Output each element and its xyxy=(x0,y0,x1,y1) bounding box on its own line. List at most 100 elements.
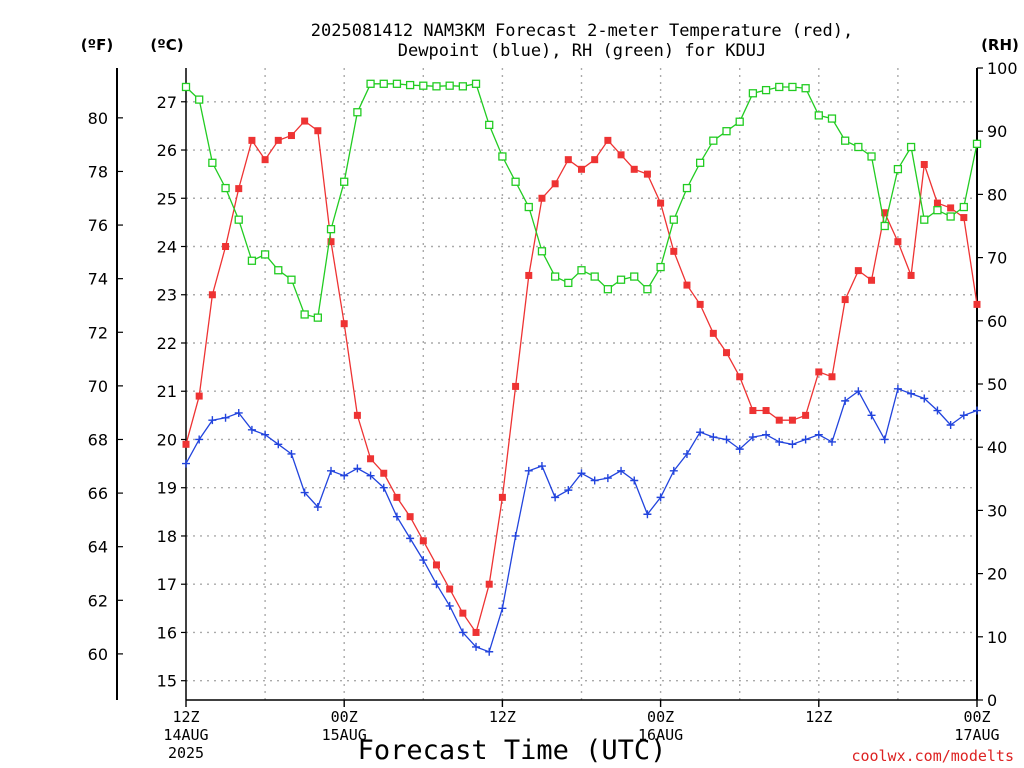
rh-point xyxy=(841,136,850,145)
rh-point xyxy=(867,152,876,161)
rh-point xyxy=(550,272,560,281)
dewpoint-point xyxy=(537,462,546,471)
dewpoint-point xyxy=(735,445,744,454)
chart-title-line1: 2025081412 NAM3KM Forecast 2-meter Tempe… xyxy=(311,21,853,41)
temperature-point xyxy=(670,247,678,255)
temperature-point xyxy=(498,493,506,501)
rh-point xyxy=(920,215,929,224)
dewpoint-point xyxy=(880,435,889,444)
rh-point xyxy=(498,152,507,161)
celsius-tick-label: 22 xyxy=(157,334,177,353)
dewpoint-point xyxy=(669,466,678,475)
dewpoint-point xyxy=(353,464,362,473)
temperature-point xyxy=(222,243,230,251)
dewpoint-point xyxy=(327,466,336,475)
dewpoint-point xyxy=(392,512,401,521)
fahrenheit-tick-label: 70 xyxy=(88,377,108,396)
temperature-point xyxy=(947,204,955,212)
chart-title-line2: Dewpoint (blue), RH (green) for KDUJ xyxy=(398,41,766,61)
rh-point xyxy=(524,202,533,212)
dewpoint-point xyxy=(300,488,309,497)
rh-tick-label: 30 xyxy=(987,501,1007,520)
rh-tick-label: 100 xyxy=(987,59,1018,78)
temperature-point xyxy=(195,392,203,400)
temperature-point xyxy=(749,407,757,415)
dewpoint-point xyxy=(340,471,349,480)
dewpoint-point xyxy=(419,556,428,565)
time-tick-label: 00Z xyxy=(331,708,358,726)
dewpoint-point xyxy=(775,437,784,446)
axes xyxy=(116,67,983,707)
temperature-point xyxy=(274,136,282,144)
rh-point xyxy=(682,183,692,193)
dewpoint-point xyxy=(221,413,230,422)
time-tick-date-label: 17AUG xyxy=(954,726,999,744)
credit-text: coolwx.com/modelts xyxy=(851,747,1014,765)
rh-point xyxy=(313,313,322,322)
rh-point xyxy=(260,250,270,259)
dewpoint-point xyxy=(234,408,243,417)
dewpoint-point xyxy=(788,440,797,449)
celsius-tick-label: 19 xyxy=(157,479,177,498)
temperature-point xyxy=(881,209,889,217)
rh-point xyxy=(247,256,257,265)
dewpoint-point xyxy=(630,476,639,485)
grid-lines xyxy=(186,68,977,700)
temperature-point xyxy=(459,609,467,617)
temperature-point xyxy=(446,585,454,593)
dewpoint-point xyxy=(313,503,322,512)
dewpoint-point xyxy=(472,642,481,651)
dewpoint-point xyxy=(643,510,652,519)
fahrenheit-tick-label: 68 xyxy=(88,430,108,449)
rh-point xyxy=(208,158,217,167)
rh-point xyxy=(814,111,823,120)
celsius-tick-label: 18 xyxy=(157,527,177,546)
dewpoint-point xyxy=(485,647,494,656)
rh-point xyxy=(485,120,494,130)
celsius-tick-label: 24 xyxy=(157,238,177,257)
rh-point xyxy=(234,215,243,224)
time-tick-year-label: 2025 xyxy=(168,744,204,762)
rh-point xyxy=(669,215,678,224)
temperature-point xyxy=(683,281,691,289)
rh-point xyxy=(643,285,652,294)
tick-labels: 15 16 17 18 19 20 21 22 23 24 25 26 27 60 62 64 66 68 70 72… xyxy=(88,59,1018,762)
dewpoint-point xyxy=(867,411,876,420)
celsius-tick-label: 23 xyxy=(157,286,177,305)
dewpoint-point xyxy=(247,425,256,434)
dewpoint-point xyxy=(814,430,823,439)
rh-point xyxy=(775,82,784,92)
rh-point xyxy=(893,164,903,174)
dewpoint-point xyxy=(366,471,375,480)
rh-tick-label: 70 xyxy=(987,249,1007,268)
temperature-point xyxy=(907,271,915,279)
dewpoint-point xyxy=(656,493,665,502)
rh-point xyxy=(880,221,889,231)
rh-point xyxy=(696,158,705,167)
rh-tick-label: 40 xyxy=(987,438,1007,457)
time-tick-date-label: 15AUG xyxy=(322,726,367,744)
temperature-point xyxy=(248,136,256,144)
temperature-point xyxy=(788,416,796,424)
dewpoint-point xyxy=(959,411,968,420)
time-tick-label: 12Z xyxy=(172,708,199,726)
temperature-point xyxy=(643,170,651,178)
rh-tick-label: 90 xyxy=(987,122,1007,141)
temperature-point xyxy=(802,411,810,419)
temperature-point xyxy=(208,291,216,299)
rh-point xyxy=(801,84,810,93)
fahrenheit-tick-label: 60 xyxy=(88,645,108,664)
rh-point xyxy=(326,225,336,234)
x-axis-title: Forecast Time (UTC) xyxy=(358,735,667,766)
rh-point xyxy=(972,139,982,148)
rh-point xyxy=(577,266,586,275)
rh-point xyxy=(405,80,415,90)
temperature-point xyxy=(920,160,928,168)
dewpoint-point xyxy=(208,416,217,425)
rh-point xyxy=(854,142,863,152)
rh-point xyxy=(722,127,731,136)
fahrenheit-tick-label: 64 xyxy=(88,538,108,557)
celsius-tick-label: 25 xyxy=(157,189,177,208)
dewpoint-point xyxy=(445,601,454,610)
